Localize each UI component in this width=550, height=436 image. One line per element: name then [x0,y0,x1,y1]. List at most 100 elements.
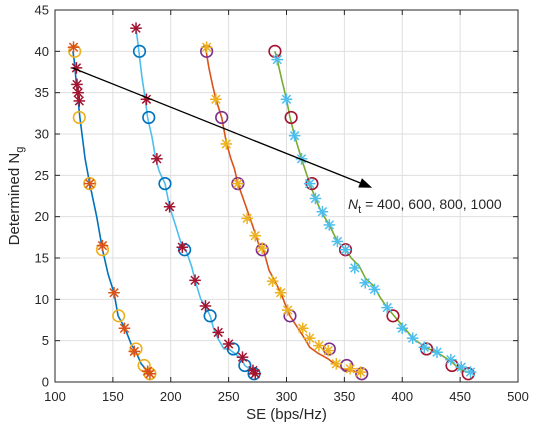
x-tick-label: 400 [391,389,413,404]
circle-marker [203,309,217,323]
asterisk-marker [359,277,372,289]
x-tick-label: 450 [449,389,471,404]
asterisk-marker [176,241,189,254]
y-tick-label: 20 [35,209,49,224]
series-line-3 [204,47,361,375]
asterisk-marker [431,346,443,359]
asterisk-marker [339,243,352,256]
asterisk-marker [313,339,325,352]
asterisk-marker [322,344,334,357]
y-tick-label: 15 [35,251,49,266]
asterisk-marker [280,93,293,106]
arrow-shaft [72,67,361,184]
asterisk-marker [151,153,163,165]
circle-marker [112,309,126,323]
circle-marker [322,342,336,356]
asterisk-marker [271,53,284,66]
y-tick-label: 30 [35,127,49,142]
x-tick-label: 300 [276,389,298,404]
x-axis-label: SE (bps/Hz) [246,406,327,423]
data-markers [67,22,477,381]
asterisk-marker [303,332,316,344]
asterisk-marker [455,361,468,373]
x-tick-label: 350 [334,389,356,404]
circle-marker [226,342,240,356]
asterisk-marker [70,62,83,74]
y-tick-label: 5 [42,333,49,348]
asterisk-marker [274,286,287,299]
asterisk-marker [210,93,222,106]
y-tick-label: 35 [35,85,49,100]
asterisk-marker [189,274,201,287]
asterisk-marker [199,300,212,312]
asterisk-marker [249,367,262,380]
asterisk-marker [67,41,80,53]
asterisk-marker [163,200,176,213]
asterisk-marker [222,338,235,350]
x-tick-labels: 100 150 200 250 300 350 400 450 500 [44,389,529,404]
asterisk-marker [144,367,156,380]
asterisk-marker [96,239,109,252]
asterisk-marker [212,326,225,339]
asterisk-marker [464,366,477,378]
circle-marker [132,44,147,58]
circle-marker [142,110,156,125]
asterisk-marker [295,153,308,165]
y-tick-label: 45 [35,3,49,18]
asterisk-marker [83,177,96,190]
asterisk-marker [316,205,329,218]
y-tick-label: 0 [42,375,49,390]
asterisk-marker [406,332,419,344]
x-tick-label: 150 [102,389,124,404]
asterisk-marker [323,219,336,231]
asterisk-marker [348,262,361,274]
annotation-symbol: N [348,196,359,212]
series-line-2 [135,28,256,375]
y-tick-label: 25 [35,168,49,183]
y-axis-label: Determined Ng [6,147,26,246]
asterisk-marker [296,322,309,335]
asterisk-marker [330,358,343,370]
annotation-arrow [72,67,373,188]
asterisk-marker [73,95,86,107]
asterisk-marker [331,235,344,248]
y-axis-label-subscript: g [14,147,26,153]
annotation-subscript: t [358,204,361,216]
asterisk-marker [108,286,120,299]
circle-marker [386,309,400,323]
annotation-values: = 400, 600, 800, 1000 [361,196,502,212]
asterisk-marker [118,322,131,335]
circle-marker [419,342,434,356]
x-tick-label: 100 [44,389,66,404]
asterisk-marker [303,177,316,190]
nt-annotation: Nt = 400, 600, 800, 1000 [348,196,502,216]
asterisk-marker [71,78,83,91]
asterisk-marker [236,351,249,363]
asterisk-marker [281,304,294,316]
asterisk-marker [200,41,213,53]
asterisk-marker [381,301,394,314]
asterisk-marker [396,322,409,335]
asterisk-marker [445,353,457,366]
y-tick-label: 40 [35,44,49,59]
asterisk-marker [249,229,262,242]
arrow-head [358,178,373,188]
asterisk-marker [368,283,381,296]
asterisk-marker [344,362,356,375]
y-tick-labels: 0 5 10 15 20 25 30 35 40 45 [35,3,49,390]
circle-marker [129,342,143,356]
asterisk-marker [220,138,233,150]
x-tick-label: 250 [218,389,240,404]
asterisk-marker [418,341,431,354]
asterisk-marker [266,275,279,287]
circle-marker [355,367,369,381]
asterisk-marker [128,345,141,358]
asterisk-marker [232,177,244,190]
axis-ticks [54,9,519,383]
asterisk-marker [309,192,322,205]
circle-marker [284,110,298,125]
asterisk-marker [354,366,367,378]
circle-marker [215,110,229,125]
circle-marker [461,367,475,381]
